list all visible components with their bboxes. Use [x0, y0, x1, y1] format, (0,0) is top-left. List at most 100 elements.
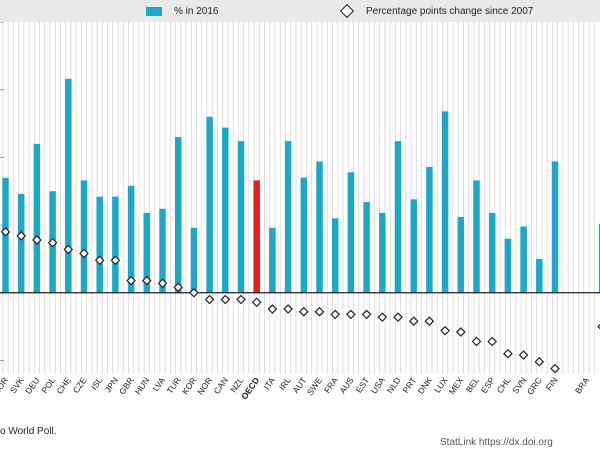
change-marker [518, 350, 529, 360]
category-label: ESP [479, 375, 497, 395]
change-marker [283, 304, 293, 314]
bar [159, 208, 166, 293]
bar [237, 141, 245, 293]
bar [379, 212, 386, 293]
change-marker [32, 235, 42, 245]
bar [347, 172, 355, 293]
bar [504, 238, 512, 293]
bar [33, 143, 41, 293]
category-label: KOR [180, 375, 199, 396]
bar [598, 223, 600, 293]
legend-item-markers: Percentage points change since 2007 [339, 0, 534, 22]
change-marker [94, 255, 105, 266]
change-marker [126, 275, 136, 286]
bar [488, 212, 496, 293]
bar [80, 180, 88, 293]
category-label: DEU [23, 375, 41, 395]
category-label: BRA [573, 375, 591, 395]
bar [174, 137, 182, 293]
bar [441, 111, 449, 293]
bar [222, 127, 229, 293]
category-label: CHE [54, 375, 73, 396]
change-marker [79, 248, 89, 259]
bar [127, 185, 135, 293]
bar [96, 196, 103, 293]
change-marker [204, 294, 215, 305]
category-label: FIN [544, 375, 560, 392]
change-marker [487, 336, 498, 347]
legend: % in 2016 Percentage points change since… [0, 0, 600, 22]
change-marker [16, 231, 27, 241]
bar-highlight [253, 180, 260, 293]
bar [316, 161, 323, 293]
change-marker [298, 306, 309, 317]
category-label: NOR [195, 375, 214, 396]
change-marker [157, 278, 168, 289]
change-marker [408, 316, 419, 327]
change-marker [110, 255, 121, 266]
change-marker [377, 312, 388, 322]
change-marker [393, 312, 403, 322]
bar [269, 227, 276, 293]
markers [0, 226, 600, 374]
bar [65, 78, 72, 293]
change-marker [440, 325, 450, 336]
change-marker [424, 316, 435, 327]
bar-swatch-icon [146, 6, 162, 16]
bar [551, 161, 559, 293]
category-label: PRT [400, 375, 418, 395]
statlink[interactable]: StatLink https://dx.doi.org [440, 437, 553, 448]
change-marker [534, 356, 545, 367]
bar [426, 166, 433, 293]
category-label: CZE [71, 375, 89, 395]
change-marker [141, 275, 152, 286]
legend-marker-label: Percentage points change since 2007 [366, 5, 534, 17]
category-label: NLD [385, 375, 403, 395]
change-marker [236, 294, 246, 305]
bar [284, 141, 292, 293]
bar [331, 218, 339, 293]
change-marker [503, 348, 513, 359]
change-marker [361, 309, 372, 320]
category-label: CHL [495, 375, 513, 395]
bar [206, 116, 213, 293]
legend-bar-label: % in 2016 [174, 5, 219, 17]
legend-item-bars: % in 2016 [146, 0, 218, 22]
category-label: CAN [211, 375, 229, 395]
category-label: EST [354, 375, 372, 394]
bar [143, 212, 151, 293]
source-note: o World Poll. [0, 426, 57, 437]
change-marker [0, 226, 11, 237]
category-label: POL [39, 375, 57, 395]
bar [410, 199, 417, 293]
diamond-marker-icon [339, 3, 355, 19]
category-label: GRC [525, 375, 544, 396]
category-label: USA [369, 375, 387, 395]
category-label: AUS [337, 375, 355, 395]
change-marker [455, 327, 466, 337]
bar [363, 202, 370, 293]
category-label: TUR [165, 375, 183, 395]
change-marker [47, 237, 58, 248]
bar [394, 141, 402, 293]
change-marker [63, 244, 74, 255]
change-marker [173, 282, 184, 293]
bar [112, 196, 119, 293]
category-label: SVK [8, 375, 26, 395]
change-marker [220, 294, 231, 305]
bar [17, 193, 25, 293]
bar [473, 180, 480, 293]
change-marker [471, 336, 482, 347]
change-marker [346, 309, 356, 320]
category-label: SWE [305, 375, 324, 397]
bar [457, 216, 465, 293]
category-label: GBR [117, 375, 136, 396]
change-marker [314, 306, 325, 317]
category-label: HUN [133, 375, 152, 396]
change-marker [251, 297, 262, 308]
category-label: DNK [416, 375, 435, 396]
change-marker [550, 363, 560, 374]
bar [190, 227, 198, 293]
